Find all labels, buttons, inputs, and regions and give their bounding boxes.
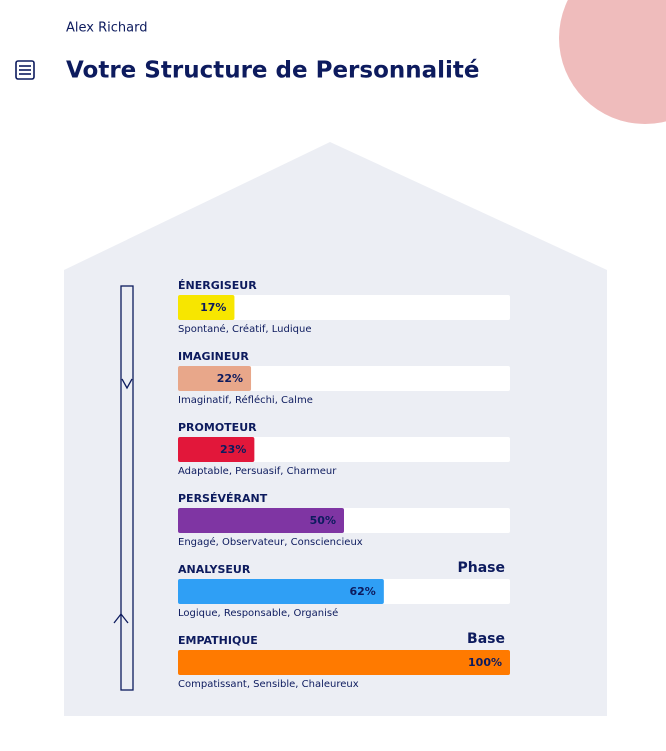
house: [64, 142, 607, 716]
description: Imaginatif, Réfléchi, Calme: [178, 394, 313, 406]
description: Spontané, Créatif, Ludique: [178, 323, 311, 335]
category-label: IMAGINEUR: [178, 350, 249, 363]
description: Compatissant, Sensible, Chaleureux: [178, 679, 359, 690]
category-label: PERSÉVÉRANT: [178, 492, 268, 505]
category-label: PROMOTEUR: [178, 421, 257, 434]
bar: [178, 295, 235, 320]
category-label: ANALYSEUR: [178, 563, 251, 576]
value-label: 100%: [468, 656, 502, 669]
bar: [178, 437, 255, 462]
icon: [15, 60, 35, 80]
decor-circle: [559, 0, 666, 124]
bar: [178, 366, 252, 391]
annotation: Base: [467, 631, 505, 647]
bar: [178, 508, 344, 533]
value-label: 23%: [220, 443, 246, 456]
value-label: 17%: [200, 301, 226, 314]
description: Logique, Responsable, Organisé: [178, 607, 338, 619]
category-label: ÉNERGISEUR: [178, 279, 257, 292]
category-label: EMPATHIQUE: [178, 634, 258, 647]
value-label: 62%: [349, 585, 375, 598]
bar: [178, 650, 510, 675]
bar-track: [178, 366, 510, 391]
description: Engagé, Observateur, Consciencieux: [178, 536, 363, 548]
value-label: 50%: [310, 514, 336, 527]
value-label: 22%: [217, 372, 243, 385]
user-name: Alex Richard: [66, 21, 147, 36]
bar: [178, 579, 384, 604]
description: Adaptable, Persuasif, Charmeur: [178, 466, 337, 477]
annotation: Phase: [457, 560, 505, 576]
bar-track: [178, 295, 510, 320]
flow-arrow: [113, 285, 134, 691]
page-title: Votre Structure de Personnalité: [66, 58, 480, 84]
bar-track: [178, 437, 510, 462]
